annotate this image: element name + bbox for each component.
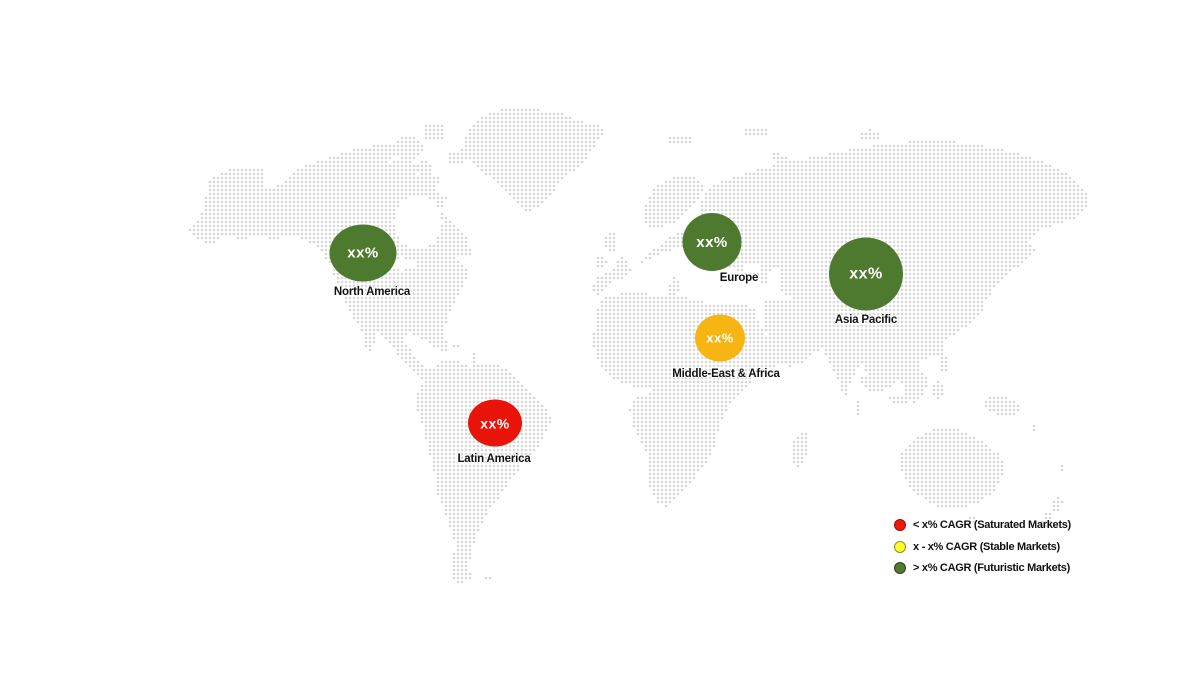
region-bubble-latin-america: xx% xyxy=(468,399,522,447)
saturated-markets-dot-icon xyxy=(894,519,906,531)
legend-item-stable: x - x% CAGR (Stable Markets) xyxy=(894,540,1071,553)
region-label-europe: Europe xyxy=(719,272,759,284)
region-bubble-europe: xx% xyxy=(682,213,742,271)
region-label-middle-east-africa: Middle-East & Africa xyxy=(672,368,780,380)
region-value-europe: xx% xyxy=(696,233,728,251)
legend-label-futuristic: > x% CAGR (Futuristic Markets) xyxy=(913,562,1070,574)
region-value-latin-america: xx% xyxy=(480,415,510,431)
region-label-latin-america: Latin America xyxy=(457,453,531,465)
stable-markets-dot-icon xyxy=(894,540,906,553)
legend-label-saturated: < x% CAGR (Saturated Markets) xyxy=(913,519,1071,531)
region-value-middle-east-africa: xx% xyxy=(706,330,734,346)
legend: < x% CAGR (Saturated Markets) x - x% CAG… xyxy=(894,519,1071,574)
region-value-asia-pacific: xx% xyxy=(849,265,883,282)
region-bubble-asia-pacific: xx% xyxy=(829,237,903,311)
region-label-asia-pacific: Asia Pacific xyxy=(834,314,898,326)
region-label-north-america: North America xyxy=(333,286,411,298)
legend-item-futuristic: > x% CAGR (Futuristic Markets) xyxy=(894,562,1071,574)
region-bubble-north-america: xx% xyxy=(329,224,397,282)
legend-item-saturated: < x% CAGR (Saturated Markets) xyxy=(894,519,1071,531)
region-value-north-america: xx% xyxy=(347,244,379,262)
region-bubble-middle-east-africa: xx% xyxy=(695,314,745,362)
legend-label-stable: x - x% CAGR (Stable Markets) xyxy=(913,540,1060,553)
futuristic-markets-dot-icon xyxy=(894,562,906,574)
